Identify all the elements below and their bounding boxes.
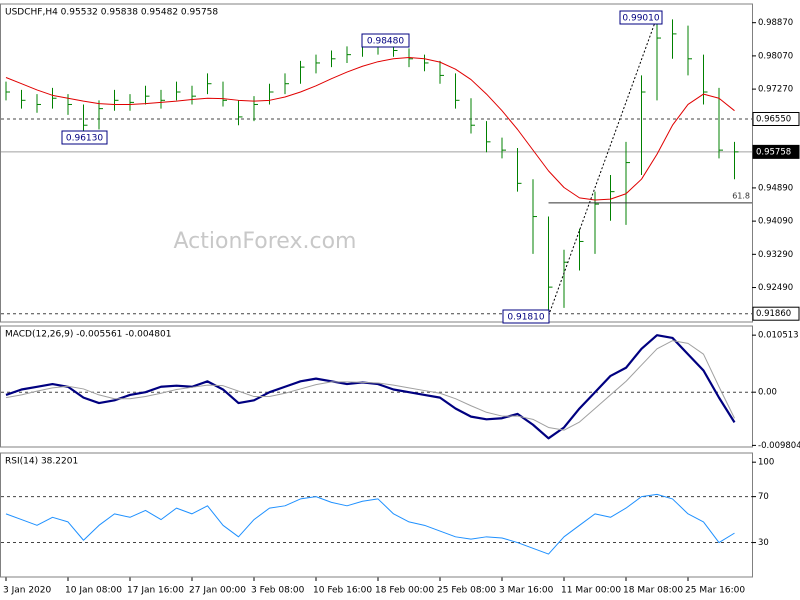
fib-label: 61.8 xyxy=(732,191,750,200)
y-tick-label: 0.98870 xyxy=(758,18,793,28)
x-tick-label: 17 Jan 16:00 xyxy=(127,586,184,596)
panel-frame xyxy=(0,325,753,448)
x-tick-label: 10 Feb 16:00 xyxy=(313,586,372,596)
panel-frame xyxy=(0,3,753,323)
x-tick-label: 18 Feb 00:00 xyxy=(375,586,434,596)
series-line xyxy=(5,57,735,201)
x-tick-label: 25 Feb 08:00 xyxy=(437,586,496,596)
y-tick-label: 0.010513 xyxy=(758,331,799,341)
annotation: 0.91810 xyxy=(507,313,544,323)
y-tick-label: 0.92490 xyxy=(758,283,793,293)
x-tick-label: 10 Jan 08:00 xyxy=(65,586,122,596)
panel-title: RSI(14) 38.2201 xyxy=(5,457,78,467)
series-line xyxy=(5,493,735,555)
y-tick-label: 0.98070 xyxy=(758,51,793,61)
x-tick-label: 3 Jan 2020 xyxy=(3,586,51,596)
level-box xyxy=(752,144,800,159)
y-tick-label: 0.94090 xyxy=(758,217,793,227)
panel-title: MACD(12,26,9) -0.005561 -0.004801 xyxy=(5,330,171,340)
level-label: 0.96550 xyxy=(756,114,791,124)
x-tick-label: 3 Feb 08:00 xyxy=(251,586,305,596)
watermark: ActionForex.com xyxy=(174,229,357,254)
x-tick-label: 27 Jan 00:00 xyxy=(189,586,246,596)
level-label: 0.91860 xyxy=(756,309,791,319)
series-line xyxy=(5,334,736,440)
panel-title: USDCHF,H4 0.95532 0.95838 0.95482 0.9575… xyxy=(5,8,218,18)
annotation-box xyxy=(619,10,663,25)
annotation-box xyxy=(502,309,550,324)
panel-frame xyxy=(0,452,753,578)
x-tick-label: 18 Mar 08:00 xyxy=(623,586,683,596)
series-line xyxy=(5,340,735,431)
y-tick-label: 0.00 xyxy=(758,388,777,398)
annotation: 0.98480 xyxy=(367,37,404,47)
y-tick-label: 0.93290 xyxy=(758,250,793,260)
y-tick-label: 30 xyxy=(758,538,769,548)
y-tick-label: 70 xyxy=(758,492,769,502)
trend-line xyxy=(548,16,658,316)
y-tick-label: 100 xyxy=(758,458,774,468)
y-tick-label: 0.94890 xyxy=(758,183,793,193)
level-box xyxy=(752,306,800,321)
annotation: 0.99010 xyxy=(622,14,659,24)
x-tick-label: 11 Mar 00:00 xyxy=(561,586,621,596)
level-label: 0.95758 xyxy=(756,147,791,157)
y-tick-label: 0.97270 xyxy=(758,85,793,95)
annotations: 0.96130 0.98480 0.99010 0.91810 xyxy=(61,10,663,324)
y-tick-label: -0.009804 xyxy=(758,441,800,451)
x-tick-label: 25 Mar 16:00 xyxy=(685,586,745,596)
annotation-box xyxy=(361,33,410,48)
x-tick-label: 3 Mar 16:00 xyxy=(499,586,554,596)
annotation-box xyxy=(61,130,108,145)
level-box xyxy=(752,111,800,126)
annotation: 0.96130 xyxy=(66,134,103,144)
